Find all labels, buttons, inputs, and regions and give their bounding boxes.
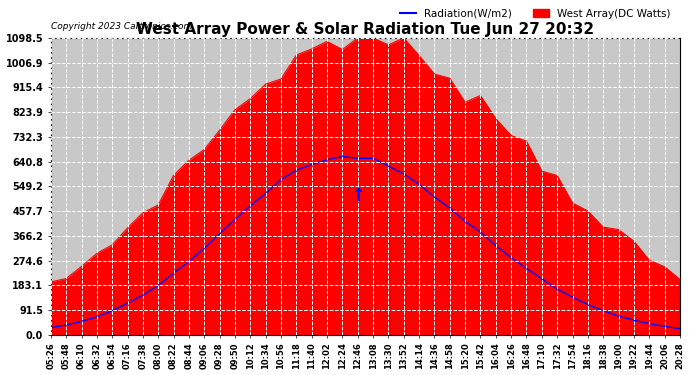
Text: ↑: ↑ xyxy=(350,187,365,205)
Title: West Array Power & Solar Radiation Tue Jun 27 20:32: West Array Power & Solar Radiation Tue J… xyxy=(137,22,595,37)
Legend: Radiation(W/m2), West Array(DC Watts): Radiation(W/m2), West Array(DC Watts) xyxy=(396,4,675,23)
Text: Copyright 2023 Cartronics.com: Copyright 2023 Cartronics.com xyxy=(51,21,192,30)
